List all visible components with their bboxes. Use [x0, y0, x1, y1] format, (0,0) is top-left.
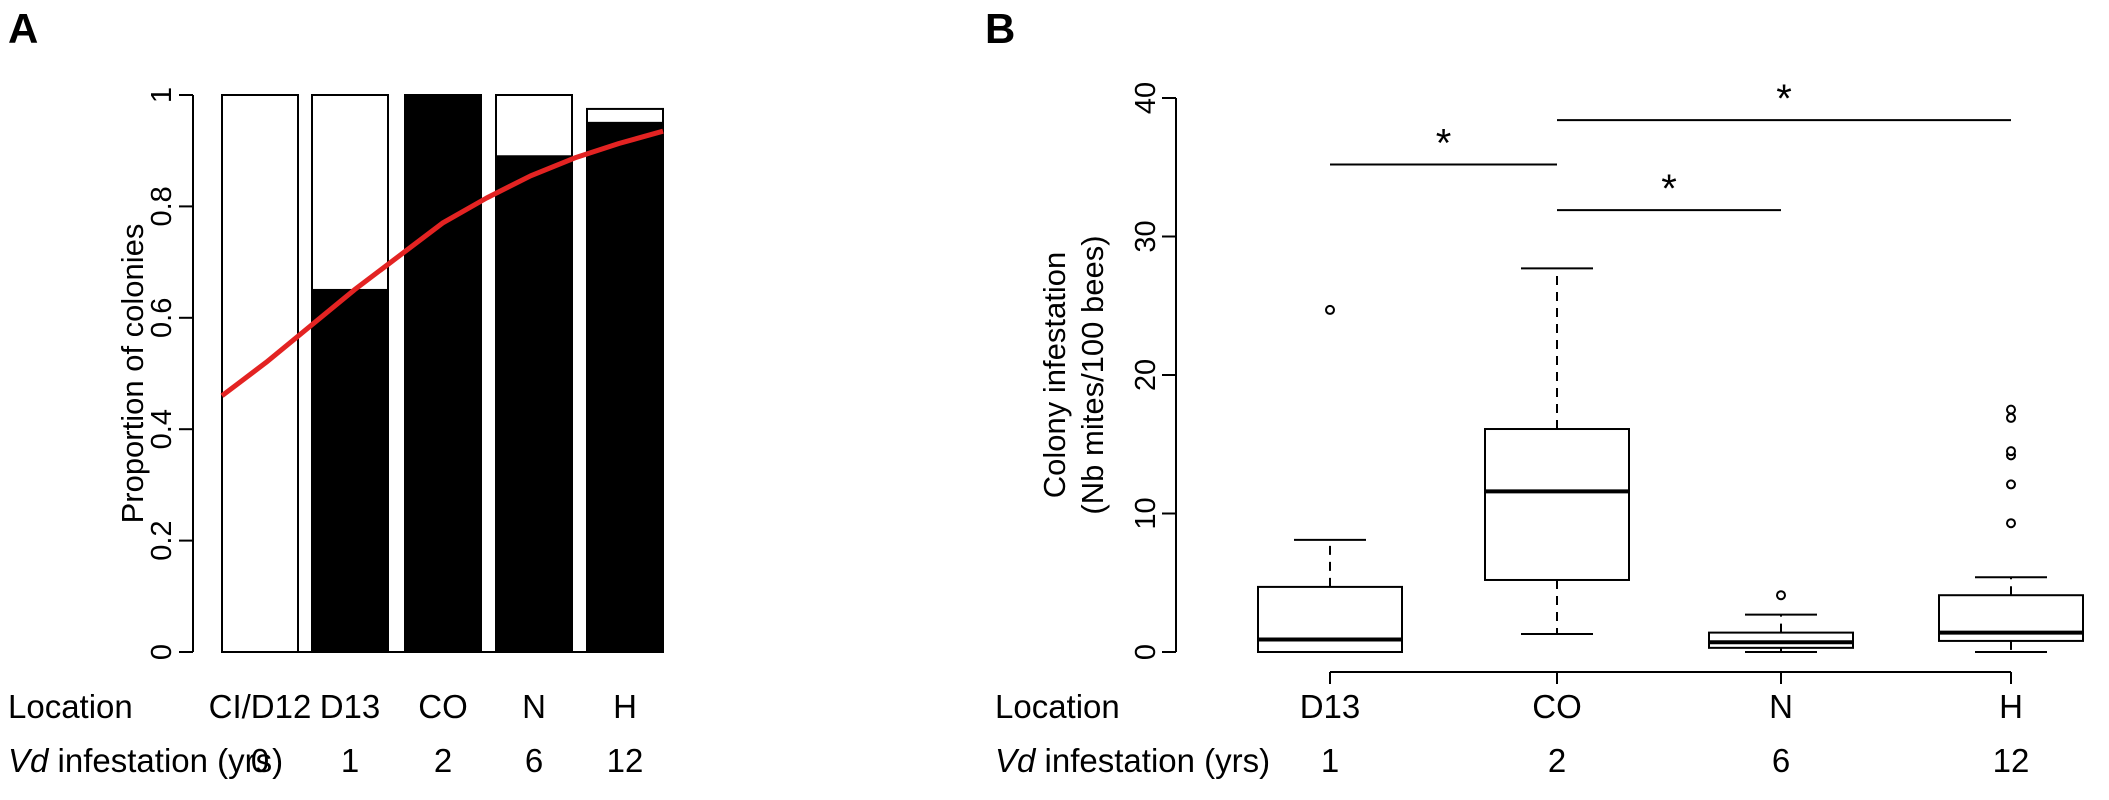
x-category-label: CI/D12 — [209, 688, 312, 725]
row-label-vd: Vd infestation (yrs) — [995, 742, 1270, 779]
significance-star: * — [1661, 167, 1677, 211]
y-tick-label: 0.6 — [146, 298, 178, 338]
y-tick-label: 40 — [1130, 82, 1162, 114]
x-category-label: H — [613, 688, 637, 725]
x-years-label: 1 — [341, 742, 359, 779]
bar-infested-N — [495, 155, 573, 654]
x-years-label: 2 — [1548, 742, 1566, 779]
x-category-label: N — [1769, 688, 1793, 725]
x-years-label: 6 — [525, 742, 543, 779]
panel-a-bar-chart: 0 0.2 0.4 0.6 0.8 1 Proportion of colonies Loca… — [8, 87, 664, 779]
bar-total-CI/D12 — [221, 94, 299, 653]
x-category-label: H — [1999, 688, 2023, 725]
significance-star: * — [1436, 121, 1452, 165]
bar-infested-CO — [404, 94, 482, 653]
x-years-label: 12 — [1993, 742, 2030, 779]
x-category-label: D13 — [1300, 688, 1361, 725]
x-category-label: N — [522, 688, 546, 725]
outlier-point-H — [2006, 518, 2016, 529]
x-category-label: D13 — [320, 688, 381, 725]
x-category-label: CO — [418, 688, 468, 725]
y-tick-label: 0 — [1130, 644, 1162, 660]
row-label-vd: Vd infestation (yrs) — [8, 742, 283, 779]
y-tick-label: 10 — [1130, 497, 1162, 529]
x-years-label: 6 — [1772, 742, 1790, 779]
fit-curve — [220, 128, 664, 398]
outlier-point-H — [2006, 404, 2016, 415]
bar-infested-D13 — [311, 288, 389, 653]
y-axis-title-line1: Colony infestation — [1037, 252, 1072, 498]
x-category-label: CO — [1532, 688, 1582, 725]
y-tick-label: 0.8 — [146, 186, 178, 226]
y-axis-title-line2: (Nb mites/100 bees) — [1075, 235, 1110, 514]
bar-infested-H — [586, 121, 664, 654]
significance-star: * — [1776, 77, 1792, 121]
panel-label-b: B — [985, 5, 1015, 52]
box-D13 — [1257, 585, 1403, 654]
row-label-location: Location — [8, 688, 133, 725]
x-years-label: 1 — [1321, 742, 1339, 779]
y-tick-label: 0.4 — [146, 409, 178, 449]
outlier-point-H — [2006, 479, 2016, 490]
outlier-point-H — [2006, 446, 2016, 457]
box-CO — [1484, 428, 1630, 581]
x-years-label: 12 — [607, 742, 644, 779]
y-tick-label: 20 — [1130, 359, 1162, 391]
x-years-label: 0 — [251, 742, 269, 779]
row-label-location: Location — [995, 688, 1120, 725]
outlier-point-N — [1776, 590, 1786, 601]
y-tick-label: 30 — [1130, 220, 1162, 252]
panel-label-a: A — [8, 5, 38, 52]
box-N — [1708, 631, 1854, 649]
x-years-label: 2 — [434, 742, 452, 779]
panel-b-box-plot: 0 10 20 30 40 Colony infestation (Nb mites/100… — [995, 77, 2084, 779]
y-axis-title: Proportion of colonies — [115, 224, 150, 524]
outlier-point-H — [2006, 412, 2016, 423]
y-tick-label: 1 — [146, 87, 178, 103]
y-tick-label: 0 — [146, 644, 178, 660]
outlier-point-D13 — [1325, 304, 1335, 315]
y-tick-label: 0.2 — [146, 520, 178, 560]
